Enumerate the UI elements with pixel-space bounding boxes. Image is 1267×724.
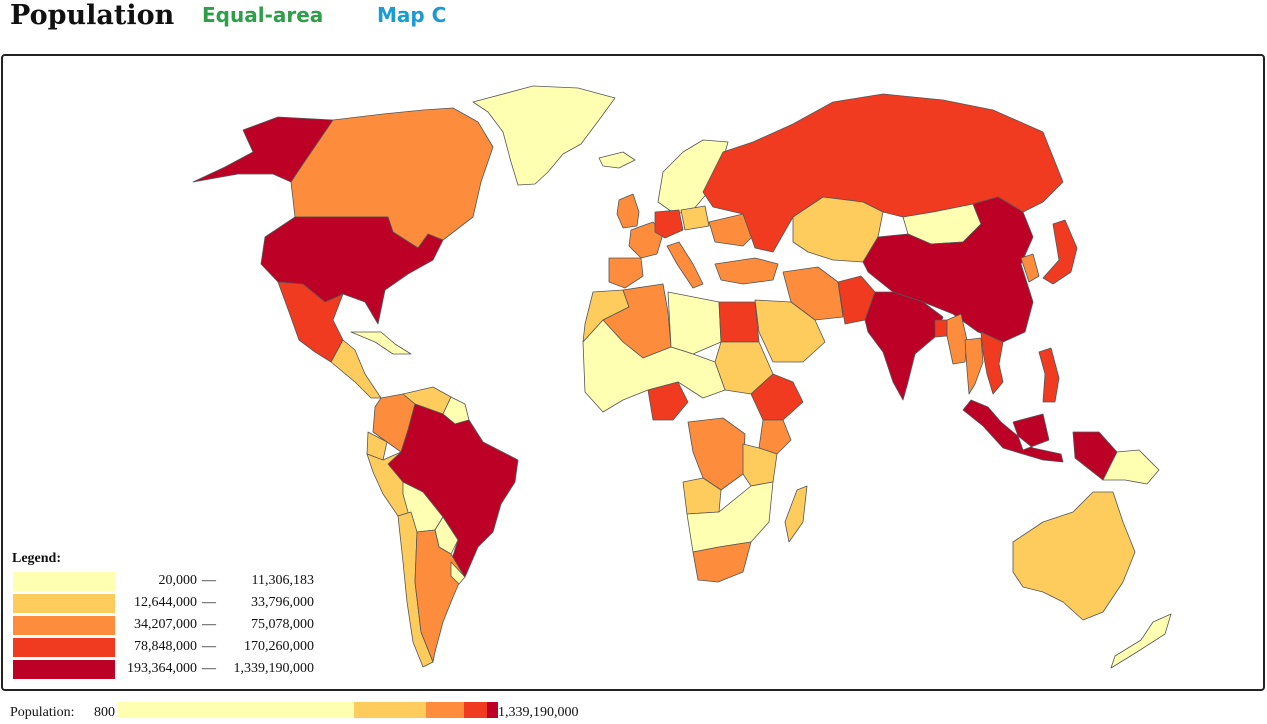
region-italy[interactable]: Italy [666,241,704,289]
legend-swatch [13,572,115,591]
scale-label: Population: [10,705,75,720]
region-alaska[interactable]: Alaska / United States [192,116,334,183]
region-sahel[interactable]: Mali / Niger / Chad [582,319,726,413]
region-poland[interactable]: Poland [680,205,710,231]
legend-separator: — [202,661,216,676]
region-kenya[interactable]: Tanzania [758,419,792,455]
region-madagascar[interactable]: Madagascar [784,485,808,543]
map-legend: Legend: 20,000 — 11,306,183 12,644,000 —… [12,551,314,680]
region-nigeria[interactable]: Nigeria [647,381,689,421]
legend-row: 78,848,000 — 170,260,000 [12,636,314,658]
legend-swatch [13,660,115,679]
region-india[interactable]: India [864,291,944,401]
legend-separator: — [202,617,216,632]
region-germany[interactable]: Germany [654,209,684,239]
legend-separator: — [202,639,216,654]
world-map[interactable]: Greenland Alaska / United States Canada … [3,56,1265,691]
legend-separator: — [202,573,216,588]
scale-segment [425,702,464,718]
map-frame: Greenland Alaska / United States Canada … [1,54,1265,691]
legend-separator: — [202,595,216,610]
legend-max: 75,078,000 [251,617,314,632]
legend-swatch [13,594,115,613]
region-uruguay[interactable]: Uruguay [450,561,466,585]
region-united-kingdom[interactable]: United Kingdom [616,193,640,229]
region-united-states[interactable]: United States [260,216,444,325]
map-c-link[interactable]: Map C [377,3,447,27]
region-australia[interactable]: Australia [1012,491,1136,621]
region-turkey[interactable]: Turkey [714,257,779,285]
population-scale: Population: 800 1,339,190,000 [10,702,630,722]
region-central-america[interactable]: Central America [330,339,382,399]
legend-row: 193,364,000 — 1,339,190,000 [12,658,314,680]
region-saudi-arabia[interactable]: Saudi Arabia [754,299,826,363]
region-france[interactable]: France [628,221,664,259]
region-egypt[interactable]: Egypt [718,301,760,343]
legend-min: 20,000 [158,573,198,588]
region-papua-new-guinea[interactable]: Papua New Guinea [1102,449,1160,485]
region-new-zealand[interactable]: New Zealand [1110,613,1172,669]
scale-segment [486,702,498,718]
legend-max: 11,306,183 [251,573,314,588]
region-philippines[interactable]: Philippines [1038,347,1060,403]
legend-max: 1,339,190,000 [233,661,315,676]
scale-max-value: 1,339,190,000 [498,705,579,720]
region-spain[interactable]: Spain [608,257,644,289]
region-japan[interactable]: Japan [1042,219,1078,285]
legend-max: 33,796,000 [251,595,314,610]
legend-min: 193,364,000 [127,661,197,676]
legend-title: Legend: [12,551,61,566]
legend-min: 12,644,000 [134,595,197,610]
legend-row: 34,207,000 — 75,078,000 [12,614,314,636]
page-title: Population [10,0,175,31]
scale-segment [463,702,487,718]
region-indonesia[interactable]: Indonesia [962,399,1118,481]
legend-min: 78,848,000 [134,639,197,654]
scale-bar [118,702,498,718]
legend-swatch [13,616,115,635]
region-thailand[interactable]: Thailand [964,337,984,395]
region-angola[interactable]: Angola [682,477,722,515]
region-myanmar[interactable]: Myanmar [946,313,968,365]
legend-row: 12,644,000 — 33,796,000 [12,592,314,614]
scale-segment [118,702,354,718]
legend-max: 170,260,000 [244,639,314,654]
region-caribbean[interactable]: Caribbean [350,331,412,355]
region-bangladesh[interactable]: Bangladesh [934,319,948,338]
scale-segment [353,702,426,718]
region-iceland[interactable]: Iceland [598,151,636,169]
region-greenland[interactable]: Greenland [472,85,616,186]
region-korea[interactable]: Korea [1020,253,1040,283]
legend-swatch [13,638,115,657]
region-vietnam[interactable]: Vietnam [980,331,1004,395]
legend-min: 34,207,000 [134,617,197,632]
legend-row: 20,000 — 11,306,183 [12,570,314,592]
region-libya[interactable]: Libya [667,291,722,355]
region-south-africa[interactable]: South Africa [692,541,752,583]
equal-area-link[interactable]: Equal-area [202,3,324,27]
region-dr-congo[interactable]: DR Congo [687,417,746,491]
scale-min-value: 800 [94,705,115,720]
